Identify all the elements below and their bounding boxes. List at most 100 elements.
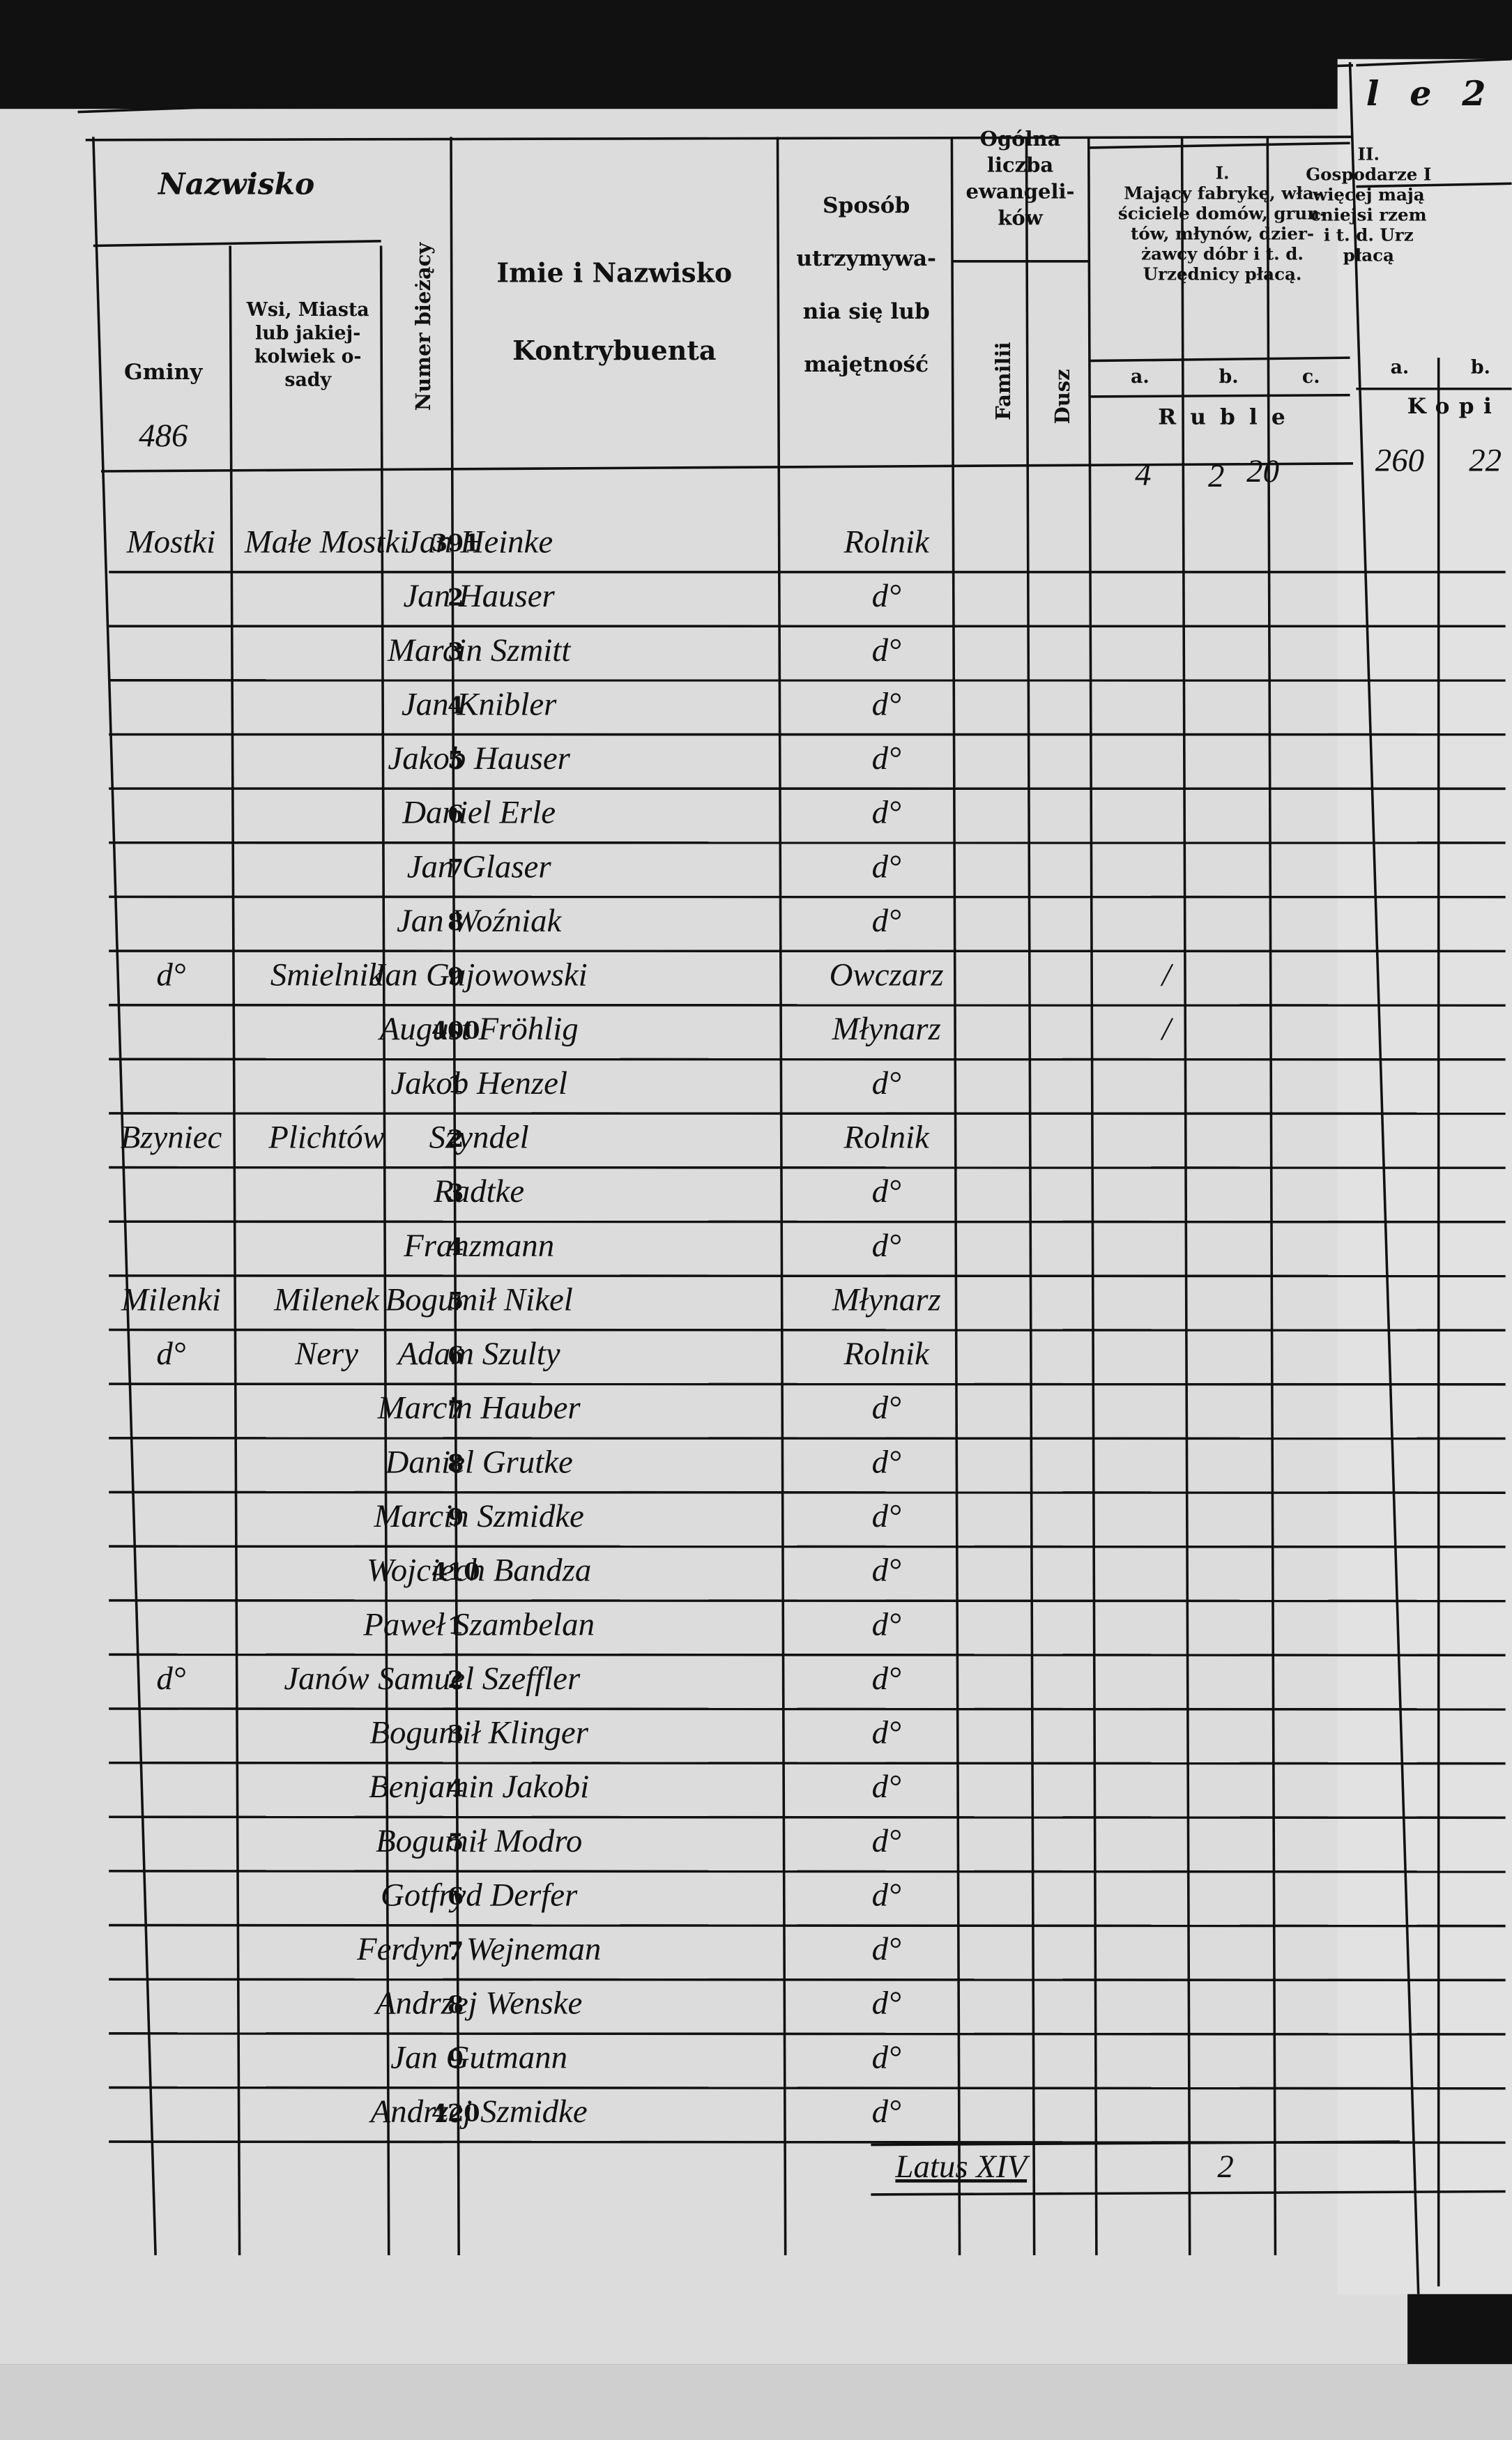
top-right-heading: N l e 2 [1303, 73, 1495, 114]
total-b: 2 [1217, 2149, 1233, 2185]
name: Jakob Henzel [390, 1065, 567, 1101]
name: Daniel Grutke [385, 1444, 573, 1480]
name: Jakob Hauser [388, 740, 570, 777]
class2-heading: płacą [1343, 245, 1394, 266]
name: Benjamin Jakobi [369, 1769, 589, 1805]
carry-a2: 260 [1375, 443, 1424, 479]
number: 4 [448, 1233, 464, 1260]
nazwisko-heading: Nazwisko [157, 167, 314, 201]
number: 5 [448, 1288, 464, 1315]
number: 3 [448, 1179, 464, 1206]
next-page [1337, 54, 1512, 2294]
number: 1 [448, 1612, 464, 1640]
name: Adam Szulty [396, 1336, 560, 1372]
class1-heading: ściciele domów, grun- [1118, 203, 1327, 223]
occupation: Młynarz [832, 1281, 941, 1318]
occupation: Rolnik [843, 524, 930, 560]
occupation: Owczarz [830, 957, 944, 993]
name: Radtke [433, 1173, 524, 1210]
rule [109, 1328, 1506, 1332]
number: 6 [448, 800, 464, 828]
rule [109, 1490, 1506, 1494]
bottom-margin [0, 2364, 1512, 2440]
name: Franzmann [403, 1228, 554, 1264]
occupation: d° [872, 1985, 901, 2022]
number: 7 [448, 1937, 464, 1964]
occupation: Rolnik [843, 1120, 930, 1156]
occupation: d° [872, 1498, 901, 1534]
name: Marcin Szmidke [373, 1498, 583, 1534]
sposob-heading: nia się lub [803, 299, 930, 324]
number: 2 [448, 1666, 464, 1693]
occupation: d° [872, 1173, 901, 1210]
number: 5 [448, 746, 464, 773]
name: Szyndel [429, 1120, 529, 1156]
rule [950, 137, 961, 2255]
carry-b2: 22 [1469, 443, 1502, 479]
number: 2 [448, 584, 464, 611]
familii-heading: Familii [991, 342, 1015, 420]
col-a2: a. [1391, 357, 1410, 379]
name: Jan Gutmann [390, 2039, 567, 2075]
number: 3 [448, 638, 464, 665]
class1-heading: żawcy dóbr i t. d. [1141, 243, 1304, 264]
occupation: d° [872, 795, 901, 831]
occupation: d° [872, 578, 901, 614]
occupation: d° [872, 2094, 901, 2130]
class1-heading: Urzędnicy płacą. [1143, 264, 1302, 284]
rule [1180, 137, 1191, 2255]
rule [1088, 393, 1350, 398]
occupation: d° [872, 848, 901, 885]
occupation: d° [872, 1931, 901, 1967]
number: 9 [448, 963, 464, 990]
occupation: d° [872, 740, 901, 777]
rule [109, 1653, 1506, 1657]
number: 8 [448, 908, 464, 936]
number: 420 [432, 2099, 480, 2126]
gmina: Bzyniec [121, 1120, 222, 1156]
name: Bogumił Nikel [385, 1281, 572, 1318]
occupation: d° [872, 1823, 901, 1859]
class1-heading: I. [1216, 162, 1230, 183]
class2-heading: II. [1358, 144, 1380, 165]
sposob-heading: majętność [804, 352, 929, 377]
ogolna-heading: Ogólna [980, 127, 1061, 151]
class2-heading: więcej mają [1312, 185, 1425, 205]
class1-heading: Mający fabrykę, wła- [1124, 183, 1321, 203]
rule [109, 2086, 1506, 2090]
rule [109, 1761, 1506, 1765]
rule [1087, 137, 1098, 2255]
name: Wojciech Bandza [367, 1553, 591, 1589]
name: Jan Gajowowski [371, 957, 588, 993]
number: 400 [432, 1016, 480, 1044]
ogolna-heading: ewangeli- [966, 180, 1075, 204]
name: Andrzej Szmidke [369, 2094, 588, 2130]
col-b: b. [1219, 366, 1238, 388]
occupation: d° [872, 1606, 901, 1642]
number: 8 [448, 1991, 464, 2018]
gmina: Milenki [121, 1281, 221, 1318]
number: 3 [448, 1721, 464, 1748]
name: Bogumił Klinger [369, 1715, 588, 1751]
occupation: d° [872, 1553, 901, 1589]
number: 7 [448, 855, 464, 882]
rule [77, 63, 1354, 114]
gmina: d° [156, 1336, 185, 1372]
occupation: d° [872, 1769, 901, 1805]
name: Marcin Hauber [377, 1390, 581, 1426]
rule [93, 240, 381, 247]
imie-heading: Kontrybuenta [512, 335, 716, 366]
rule [109, 1220, 1506, 1223]
numer-heading: Numer bieżący [411, 242, 435, 411]
occupation: d° [872, 1228, 901, 1264]
gmina: Mostki [126, 524, 216, 560]
page-number: 486 [139, 418, 188, 454]
rule [776, 137, 787, 2255]
number: 7 [448, 1396, 464, 1423]
sposob-heading: Sposób [823, 193, 910, 218]
rule [109, 1382, 1506, 1386]
rule [1356, 182, 1512, 188]
name: Ferdyn. Wejneman [356, 1931, 601, 1967]
number: 1 [448, 1071, 464, 1098]
number: 410 [432, 1558, 480, 1585]
